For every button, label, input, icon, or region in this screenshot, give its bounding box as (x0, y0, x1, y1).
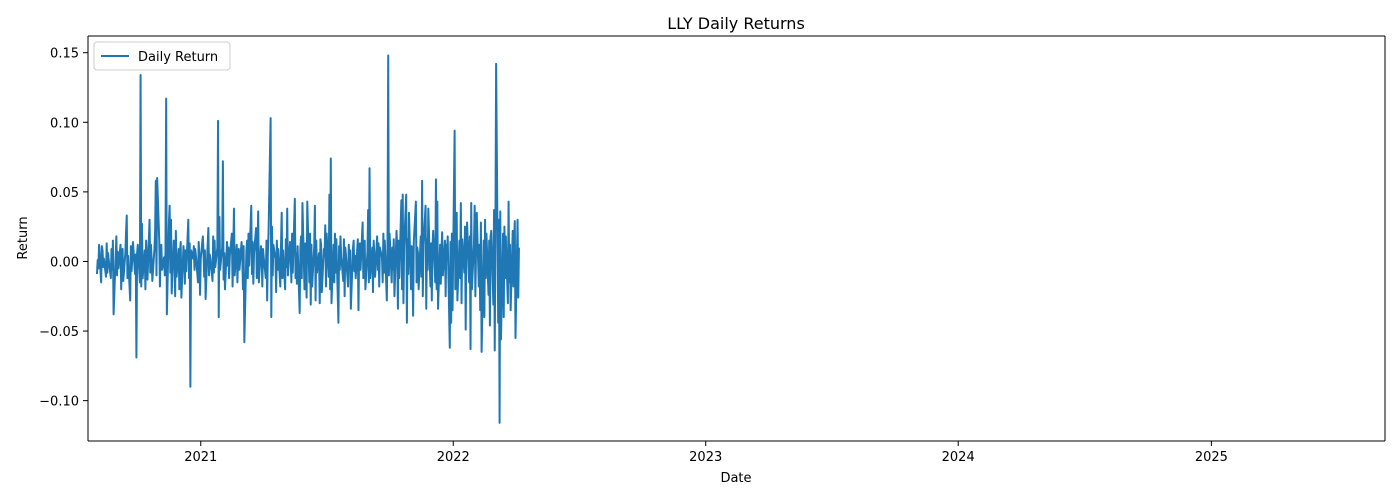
y-tick-label: 0.05 (50, 186, 79, 201)
plot-area: 2021 2022 2023 2024 2025 −0.10 −0.05 0.00 0.05 0… (39, 35, 1386, 465)
y-tick-label: 0.15 (50, 47, 79, 62)
x-tick-label: 2021 (184, 450, 217, 465)
series-line-daily-return (95, 54, 520, 424)
x-tick-label: 2024 (942, 450, 975, 465)
y-tick-label: −0.10 (39, 395, 79, 410)
y-axis-label: Return (16, 216, 31, 259)
series-layer (95, 54, 520, 424)
x-ticks: 2021 2022 2023 2024 2025 (184, 441, 1228, 465)
legend-frame (93, 41, 231, 71)
y-tick-label: −0.05 (39, 325, 79, 340)
x-tick-label: 2022 (437, 450, 470, 465)
x-tick-label: 2025 (1195, 450, 1228, 465)
x-axis-label: Date (720, 471, 751, 486)
x-tick-label: 2023 (689, 450, 722, 465)
y-tick-label: 0.10 (50, 116, 79, 131)
y-tick-label: 0.00 (50, 255, 79, 270)
legend: Daily Return (93, 41, 231, 71)
chart-title: LLY Daily Returns (667, 14, 805, 33)
y-ticks: −0.10 −0.05 0.00 0.05 0.10 0.15 (39, 47, 88, 410)
legend-entry-daily-return: Daily Return (138, 50, 218, 65)
